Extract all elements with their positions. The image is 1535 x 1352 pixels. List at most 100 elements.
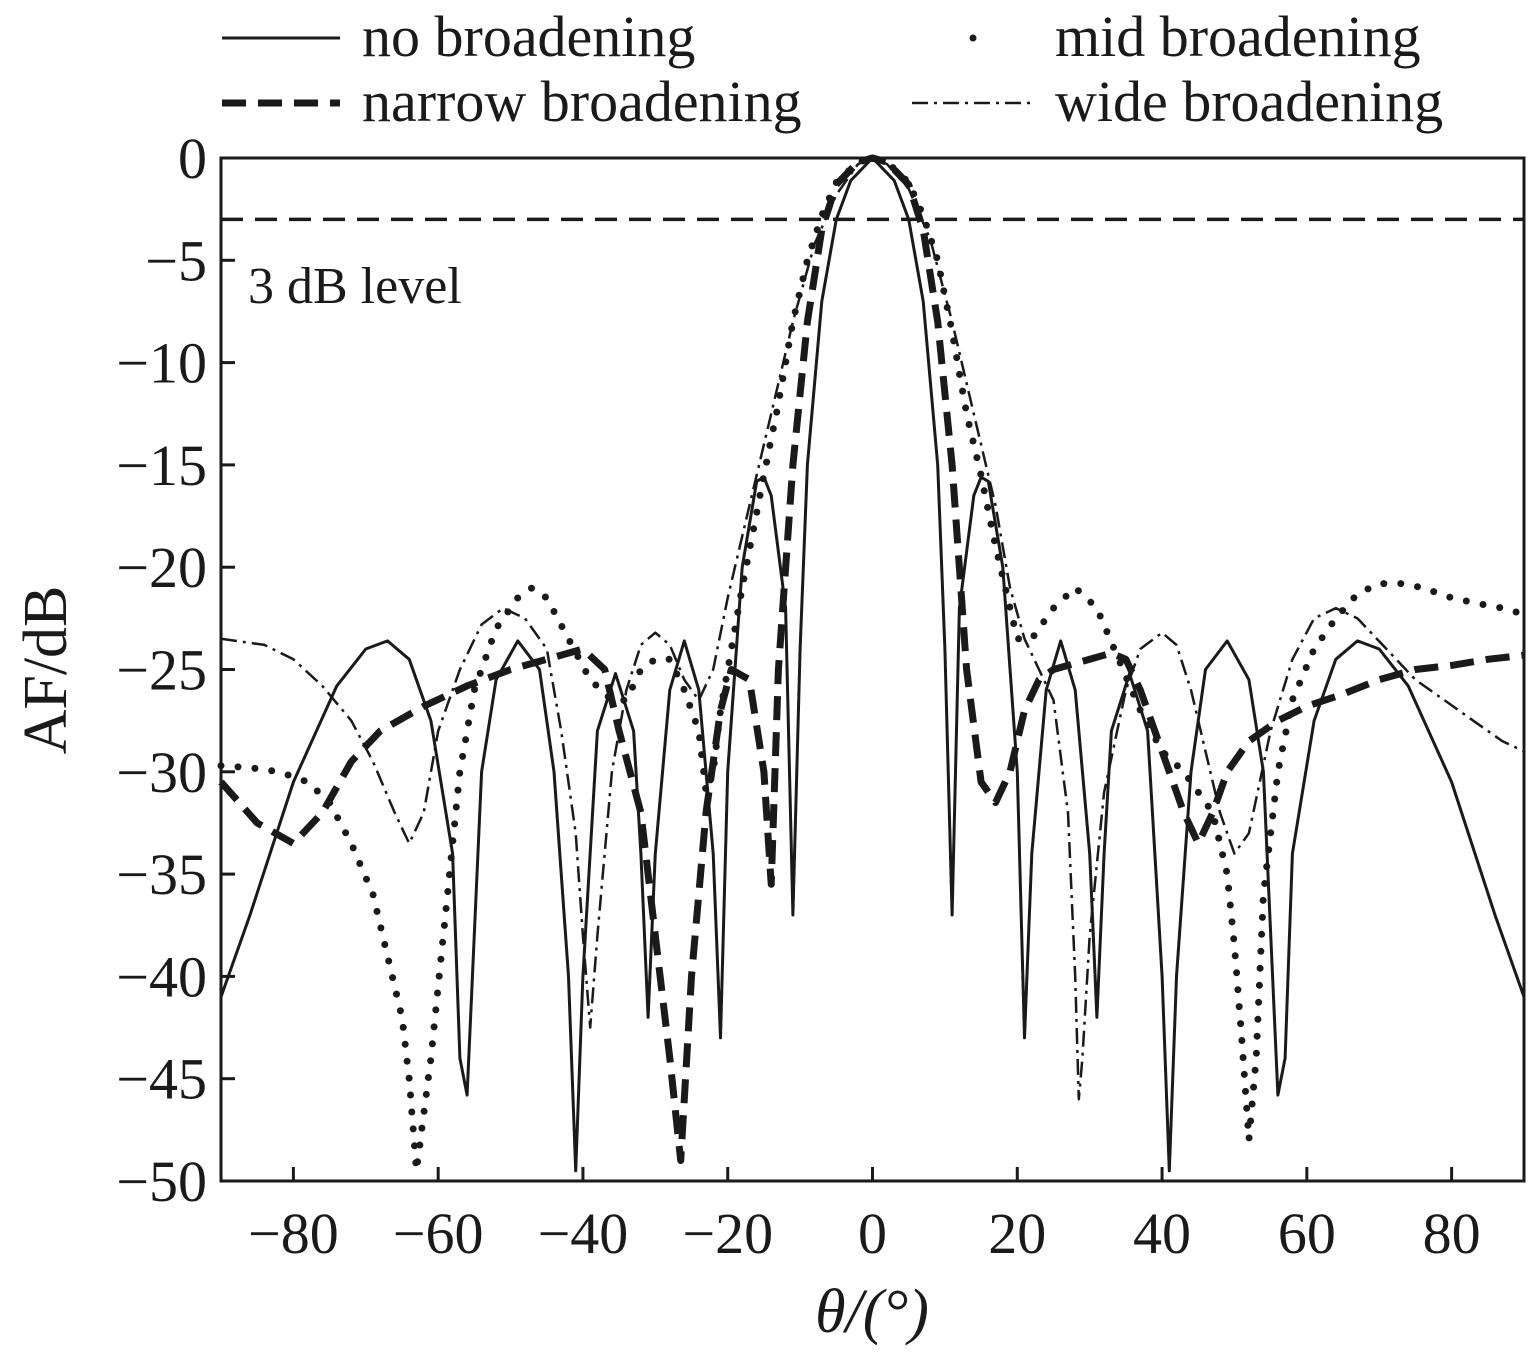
data-point <box>405 1074 413 1082</box>
data-point <box>1002 586 1010 594</box>
data-point <box>759 475 767 483</box>
legend: no broadening mid broadening narrow broa… <box>222 4 1443 134</box>
data-point <box>494 622 502 630</box>
data-point <box>399 1023 407 1031</box>
data-point <box>1233 969 1241 977</box>
data-point <box>326 799 334 807</box>
data-point <box>1204 802 1212 810</box>
data-point <box>990 537 998 545</box>
data-point <box>1269 812 1277 820</box>
data-point <box>649 657 657 665</box>
data-point <box>416 1141 424 1149</box>
data-point <box>284 771 292 779</box>
data-point <box>1265 846 1273 854</box>
data-point <box>420 1107 428 1115</box>
data-point <box>1397 580 1405 588</box>
data-point <box>743 558 751 566</box>
data-point <box>1267 829 1275 837</box>
three-db-label: 3 dB level <box>248 258 462 315</box>
data-point <box>1258 913 1266 921</box>
data-point <box>1256 964 1264 972</box>
data-point <box>459 752 467 760</box>
data-point <box>454 786 462 794</box>
legend-label-mid-broadening: mid broadening <box>1055 4 1421 69</box>
y-tick-label: −25 <box>116 638 207 703</box>
data-point <box>437 955 445 963</box>
data-point <box>706 776 714 784</box>
data-point <box>1240 1070 1248 1078</box>
data-point <box>737 592 745 600</box>
x-tick-label: 40 <box>1133 1201 1191 1266</box>
x-axis: −80 −60 −40 −20 0 20 40 60 80 <box>248 1167 1481 1266</box>
data-point <box>582 668 590 675</box>
data-point <box>434 989 441 997</box>
data-point <box>1285 711 1293 719</box>
data-point <box>1258 930 1266 938</box>
data-point <box>313 787 321 795</box>
data-point <box>439 938 447 946</box>
data-point <box>356 860 364 867</box>
data-point <box>716 709 724 717</box>
data-point <box>1350 594 1358 602</box>
data-point <box>691 717 699 725</box>
data-point <box>1250 1083 1258 1091</box>
data-point <box>629 683 636 691</box>
data-point <box>1235 1003 1243 1011</box>
series-line-narrow-broadening <box>218 154 1525 1164</box>
legend-label-no-broadening: no broadening <box>362 4 695 69</box>
data-point <box>965 421 973 428</box>
data-point <box>334 814 342 822</box>
data-point <box>977 470 985 478</box>
x-tick-label: −20 <box>682 1201 773 1266</box>
data-point <box>300 777 308 785</box>
data-point <box>1211 818 1219 826</box>
data-point <box>1006 603 1014 611</box>
y-tick-label: −45 <box>116 1047 207 1112</box>
x-tick-label: 0 <box>858 1201 887 1266</box>
data-point <box>766 441 774 449</box>
data-point <box>471 686 478 693</box>
data-point <box>447 854 455 862</box>
data-point <box>1015 635 1023 643</box>
data-point <box>665 655 673 663</box>
data-point <box>1123 675 1131 683</box>
data-point <box>427 1057 435 1065</box>
y-axis: 0 −5 −10 −15 −20 −25 −30 −35 −40 −45 −50 <box>116 126 235 1214</box>
data-point <box>1185 775 1192 782</box>
data-point <box>1228 918 1236 926</box>
data-point <box>558 623 566 630</box>
data-point <box>680 685 688 693</box>
data-point <box>1414 583 1421 591</box>
data-point <box>686 701 694 709</box>
data-point <box>566 638 574 645</box>
data-point <box>1040 618 1048 626</box>
data-point <box>1226 901 1234 909</box>
data-point <box>1194 788 1202 796</box>
x-tick-label: −40 <box>538 1201 629 1266</box>
data-point <box>953 354 961 362</box>
data-point <box>1273 778 1281 786</box>
data-point <box>698 751 706 759</box>
data-point <box>962 404 970 412</box>
data-point <box>1242 1087 1249 1095</box>
data-point <box>217 762 225 770</box>
x-tick-label: −60 <box>393 1201 484 1266</box>
data-point <box>446 871 453 879</box>
data-point <box>1512 608 1520 616</box>
data-point <box>449 837 457 845</box>
data-point <box>998 570 1006 578</box>
data-point <box>1302 664 1310 671</box>
data-point <box>917 205 924 213</box>
series-line-wide-broadening <box>220 156 1525 1101</box>
data-point <box>702 784 710 792</box>
data-point <box>712 743 720 751</box>
data-point <box>385 957 393 965</box>
data-point <box>541 593 549 601</box>
x-tick-label: 80 <box>1423 1201 1481 1266</box>
data-point <box>1245 1134 1253 1142</box>
x-tick-label: −80 <box>248 1201 339 1266</box>
data-point <box>476 669 484 677</box>
data-point <box>710 759 718 767</box>
data-point <box>1223 867 1230 875</box>
